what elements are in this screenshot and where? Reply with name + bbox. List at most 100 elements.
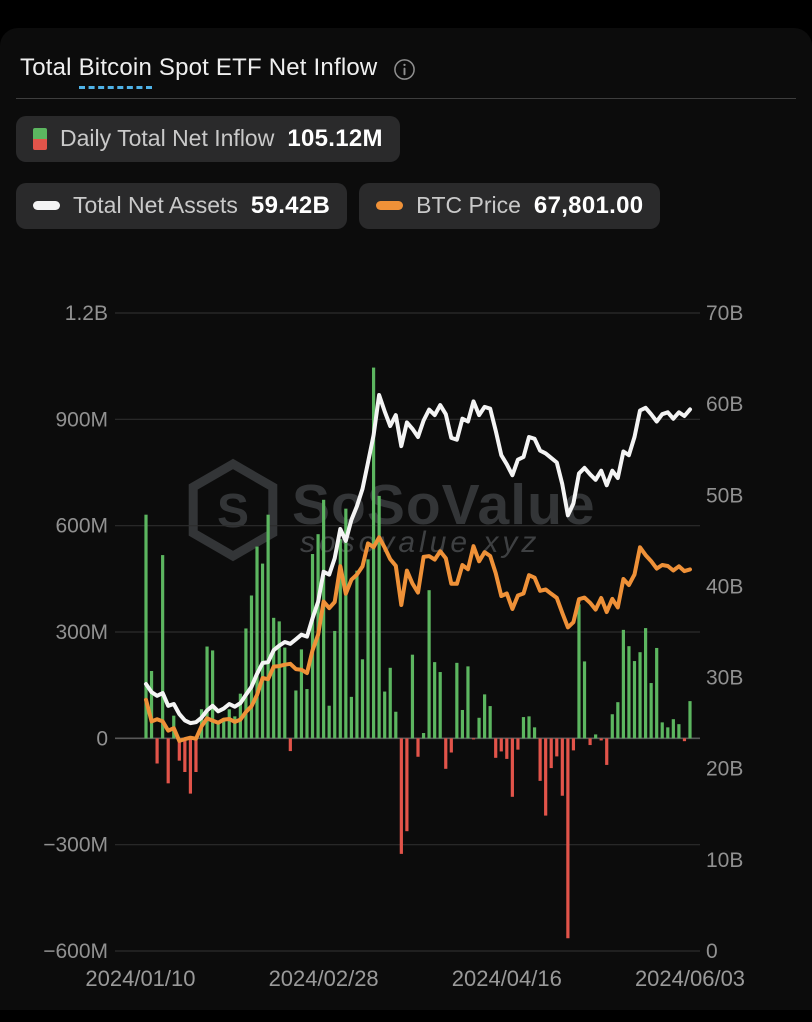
inflow-bar	[216, 722, 220, 739]
inflow-bar	[688, 701, 692, 739]
inflow-bar	[177, 738, 181, 761]
inflow-bar	[638, 652, 642, 739]
inflow-bar	[494, 738, 498, 758]
inflow-bar	[599, 738, 603, 741]
inflow-bar	[621, 629, 625, 739]
inflow-chart[interactable]: S SoSoValuesosovalue.xyz1.2B900M600M300M0…	[0, 280, 812, 1010]
inflow-bar	[582, 661, 587, 739]
inflow-bar	[371, 367, 376, 739]
svg-text:0: 0	[706, 940, 718, 963]
inflow-bar	[383, 691, 387, 739]
svg-text:600M: 600M	[55, 515, 108, 538]
inflow-bar	[366, 559, 370, 739]
inflow-bar	[649, 683, 653, 739]
svg-text:−300M: −300M	[43, 834, 108, 857]
inflow-bar	[527, 716, 531, 739]
inflow-bar	[510, 738, 514, 797]
inflow-bar	[610, 714, 614, 739]
header-divider	[16, 97, 796, 99]
inflow-bar	[222, 720, 226, 739]
inflow-bar	[244, 628, 248, 739]
inflow-bar	[477, 717, 481, 739]
svg-text:2024/01/10: 2024/01/10	[85, 966, 195, 991]
legend-daily-label: Daily Total Net Inflow	[60, 125, 275, 152]
title-part-2: Spot ETF Net Inflow	[152, 54, 378, 81]
inflow-bar	[333, 630, 337, 739]
inflow-bar	[288, 738, 292, 752]
inflow-bar	[327, 705, 331, 739]
inflow-bar	[399, 738, 403, 854]
watermark-logo-s: S	[217, 485, 249, 538]
inflow-bar	[627, 646, 631, 739]
title-bitcoin-term[interactable]: Bitcoin	[78, 54, 153, 89]
legend-btc-price[interactable]: BTC Price 67,801.00	[359, 182, 661, 229]
inflow-bar	[183, 738, 187, 772]
inflow-bar	[299, 649, 304, 739]
inflow-bar	[266, 514, 270, 739]
svg-text:60B: 60B	[706, 393, 743, 416]
legend-price-label: BTC Price	[416, 192, 521, 219]
svg-text:900M: 900M	[55, 408, 108, 431]
inflow-bar	[161, 555, 165, 739]
inflow-bar	[388, 667, 392, 739]
inflow-bar	[272, 617, 276, 739]
inflow-bar	[544, 738, 548, 816]
inflow-bar	[505, 738, 509, 759]
daily-net-inflow-bars[interactable]	[144, 367, 692, 939]
inflow-bar	[566, 738, 570, 939]
inflow-bar	[444, 738, 448, 769]
inflow-bar	[616, 702, 620, 739]
inflow-bar	[144, 514, 148, 739]
inflow-bar	[560, 738, 564, 796]
inflow-bar	[549, 738, 553, 769]
inflow-bar	[632, 661, 637, 739]
inflow-bar	[671, 719, 675, 739]
legend-row-2: Total Net Assets 59.42B BTC Price 67,801…	[16, 182, 796, 229]
svg-text:300M: 300M	[55, 621, 108, 644]
inflow-bar	[338, 539, 342, 739]
svg-text:70B: 70B	[706, 302, 743, 325]
legend-daily-value: 105.12M	[287, 124, 383, 152]
legend-total-net-assets[interactable]: Total Net Assets 59.42B	[16, 182, 348, 229]
legend-assets-label: Total Net Assets	[73, 192, 238, 219]
inflow-bar	[588, 738, 592, 746]
inflow-bar	[555, 738, 559, 757]
inflow-bar	[466, 666, 470, 739]
legend-assets-value: 59.42B	[250, 191, 331, 219]
inflow-bar	[532, 727, 537, 739]
total-net-assets-line[interactable]	[144, 393, 692, 726]
inflow-bar	[294, 690, 298, 739]
right-axis-labels: 70B 60B 50B 40B 30B 20B 10B 0	[706, 302, 743, 963]
net-assets-line-icon	[33, 201, 60, 211]
inflow-bar	[455, 662, 459, 739]
inflow-bar	[682, 738, 687, 742]
legend-daily-net-inflow[interactable]: Daily Total Net Inflow 105.12M	[16, 115, 400, 162]
inflow-bar	[211, 650, 215, 739]
svg-text:2024/06/03: 2024/06/03	[635, 966, 745, 991]
inflow-bar	[377, 495, 381, 739]
inflow-bar	[643, 628, 648, 739]
inflow-bar	[155, 738, 159, 764]
legend-price-value: 67,801.00	[533, 191, 644, 219]
inflow-bar	[660, 722, 664, 739]
inflow-bar	[410, 654, 415, 739]
page-title: Total Bitcoin Spot ETF Net Inflow	[20, 54, 378, 89]
inflow-bar	[344, 508, 348, 739]
svg-text:30B: 30B	[706, 667, 743, 690]
inflow-bar	[238, 693, 242, 739]
inflow-bar	[577, 604, 581, 739]
inflow-bar	[655, 647, 659, 739]
inflow-bar	[233, 716, 237, 739]
title-part-1: Total	[20, 54, 79, 81]
svg-text:20B: 20B	[706, 758, 743, 781]
info-icon[interactable]	[393, 58, 416, 81]
btc-price-line[interactable]	[144, 535, 692, 743]
inflow-bar	[427, 590, 431, 739]
chart-legend: Daily Total Net Inflow 105.12M Total Net…	[0, 99, 812, 229]
inflow-bar	[460, 709, 465, 739]
svg-text:10B: 10B	[706, 849, 743, 872]
daily-inflow-icon	[33, 127, 47, 150]
inflow-bar	[205, 646, 209, 739]
